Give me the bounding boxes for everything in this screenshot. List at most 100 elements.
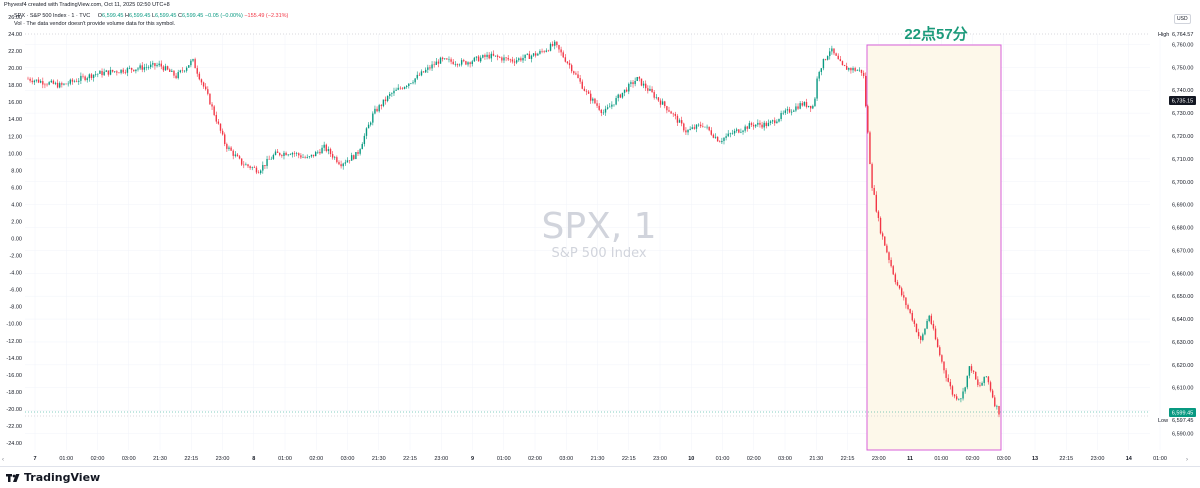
candle — [137, 67, 139, 72]
candle — [617, 93, 619, 102]
right-axis-tick-label: 6,610.00 — [1172, 386, 1193, 392]
candle — [862, 70, 865, 79]
candle — [410, 82, 412, 85]
candle — [983, 376, 985, 386]
candle — [143, 63, 146, 73]
candle — [729, 132, 732, 138]
candle — [816, 76, 818, 101]
svg-text:6,735.15: 6,735.15 — [1172, 99, 1193, 105]
annotation-label[interactable]: 22点57分 — [904, 26, 967, 43]
low-price-label: Low 6,597.45 — [1158, 418, 1193, 424]
symbol-legend[interactable]: SPX · S&P 500 Index · 1 · TVC O6,599.45 … — [14, 13, 288, 19]
candle — [926, 318, 928, 330]
highlight-box[interactable] — [866, 44, 1002, 451]
candle — [452, 59, 454, 65]
right-axis-tick-label: 6,650.00 — [1172, 294, 1193, 300]
candle — [287, 154, 289, 157]
candle — [183, 70, 186, 73]
candle — [714, 133, 717, 139]
tradingview-logo[interactable]: TradingView — [6, 471, 100, 484]
candle — [545, 48, 547, 53]
candle — [90, 73, 93, 81]
scroll-left-icon[interactable]: ‹ — [2, 457, 4, 463]
candle — [987, 376, 990, 385]
candle — [124, 69, 127, 75]
candle — [336, 155, 338, 164]
candle — [731, 129, 734, 135]
candle — [526, 53, 528, 56]
candle — [164, 63, 167, 71]
candle — [812, 104, 814, 110]
candle — [469, 61, 471, 68]
candle — [181, 67, 184, 73]
candle — [435, 58, 437, 66]
left-axis-tick-label: -6.00 — [9, 288, 22, 294]
candle — [991, 388, 994, 399]
candle — [649, 85, 651, 92]
candle — [826, 55, 829, 61]
candle — [757, 119, 759, 127]
candle — [801, 101, 803, 107]
candle — [482, 54, 484, 59]
candle — [293, 151, 296, 157]
candle — [389, 91, 391, 99]
candle — [528, 50, 531, 60]
candle — [903, 291, 905, 301]
time-axis-tick-label: 22:15 — [622, 456, 636, 462]
candle — [672, 112, 674, 117]
candle — [833, 48, 835, 56]
left-axis-tick-label: 14.00 — [8, 117, 22, 123]
candle — [291, 151, 294, 158]
candle — [560, 46, 562, 56]
candle — [981, 381, 983, 386]
candle — [651, 86, 653, 93]
candle — [122, 67, 124, 74]
currency-button[interactable]: USD — [1174, 14, 1191, 24]
candle — [101, 68, 103, 78]
candle — [177, 69, 179, 80]
candle — [228, 145, 230, 151]
candle — [647, 85, 649, 94]
candle — [257, 170, 260, 174]
candle — [416, 71, 418, 80]
candle — [99, 70, 101, 74]
scroll-right-icon[interactable]: › — [1186, 457, 1188, 463]
right-axis[interactable]: 6,760.00 6,750.00 6,740.00 6,730.00 6,720.00… — [1172, 42, 1193, 437]
volume-note: Vol · The data vendor doesn't provide vo… — [14, 21, 176, 27]
candle — [450, 57, 452, 65]
candle — [693, 124, 696, 130]
candle — [659, 98, 662, 108]
candle — [744, 124, 746, 133]
time-axis[interactable]: 7 01:00 02:00 03:00 21:30 22:15 23:00 8 01:00 02:… — [33, 456, 1166, 462]
candle — [719, 140, 721, 143]
time-axis-tick-label: 21:30 — [591, 456, 605, 462]
candle — [592, 97, 594, 104]
candle — [260, 169, 262, 175]
candle — [331, 151, 334, 160]
candle — [386, 95, 389, 103]
candle — [454, 61, 457, 67]
price-chart[interactable]: 22点57分 SPX, 1 S&P 500 Index 26.00 24.00 22… — [0, 0, 1200, 466]
left-axis-tick-label: -14.00 — [6, 356, 22, 362]
candle — [365, 127, 368, 140]
candle — [920, 335, 922, 344]
candle — [376, 106, 378, 113]
time-axis-tick-label: 13 — [1032, 456, 1038, 462]
candle — [767, 119, 770, 127]
candle — [59, 81, 61, 89]
left-axis-tick-label: -2.00 — [9, 254, 22, 260]
candle — [562, 50, 564, 59]
candle — [384, 96, 387, 105]
candle — [892, 264, 894, 276]
candle — [200, 78, 203, 86]
candle — [236, 152, 239, 157]
time-axis-tick-label: 23:00 — [1091, 456, 1105, 462]
right-axis-tick-label: 6,590.00 — [1172, 432, 1193, 438]
time-axis-tick-label: 21:30 — [809, 456, 823, 462]
candle — [945, 368, 947, 382]
left-axis-tick-label: -4.00 — [9, 271, 22, 277]
candle — [805, 98, 808, 109]
candle — [298, 152, 300, 159]
candle — [928, 314, 930, 323]
candle — [120, 69, 122, 75]
